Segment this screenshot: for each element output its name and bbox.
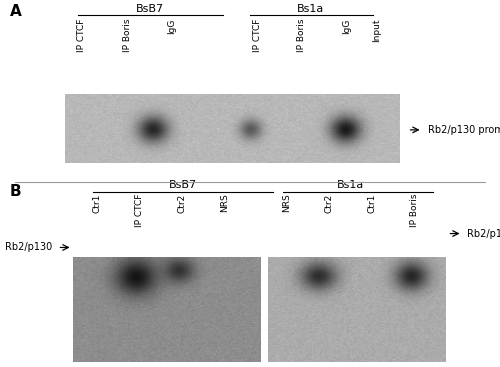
Text: Bs1a: Bs1a — [296, 4, 324, 14]
Text: Ctr1: Ctr1 — [92, 194, 102, 213]
Text: IP Boris: IP Boris — [298, 18, 306, 52]
Text: IP CTCF: IP CTCF — [78, 18, 86, 51]
Text: Rb2/p130: Rb2/p130 — [468, 229, 500, 239]
Text: IgG: IgG — [168, 18, 176, 33]
Text: Rb2/p130 promoter: Rb2/p130 promoter — [428, 125, 500, 135]
Text: Ctr1: Ctr1 — [368, 194, 376, 213]
Text: BsB7: BsB7 — [168, 180, 196, 190]
Text: Ctr2: Ctr2 — [178, 194, 186, 213]
Text: A: A — [10, 4, 22, 19]
Text: B: B — [10, 184, 22, 199]
Text: Rb2/p130: Rb2/p130 — [5, 243, 52, 252]
Text: NRS: NRS — [220, 194, 229, 212]
Text: IP Boris: IP Boris — [410, 194, 419, 227]
Text: IP Boris: IP Boris — [122, 18, 132, 52]
Text: Bs1a: Bs1a — [336, 180, 363, 190]
Text: IP CTCF: IP CTCF — [135, 194, 144, 227]
Text: Ctr2: Ctr2 — [325, 194, 334, 213]
Text: BsB7: BsB7 — [136, 4, 164, 14]
Text: IgG: IgG — [342, 18, 351, 33]
Text: Input: Input — [372, 18, 382, 42]
Text: NRS: NRS — [282, 194, 292, 212]
Text: IP CTCF: IP CTCF — [252, 18, 262, 51]
